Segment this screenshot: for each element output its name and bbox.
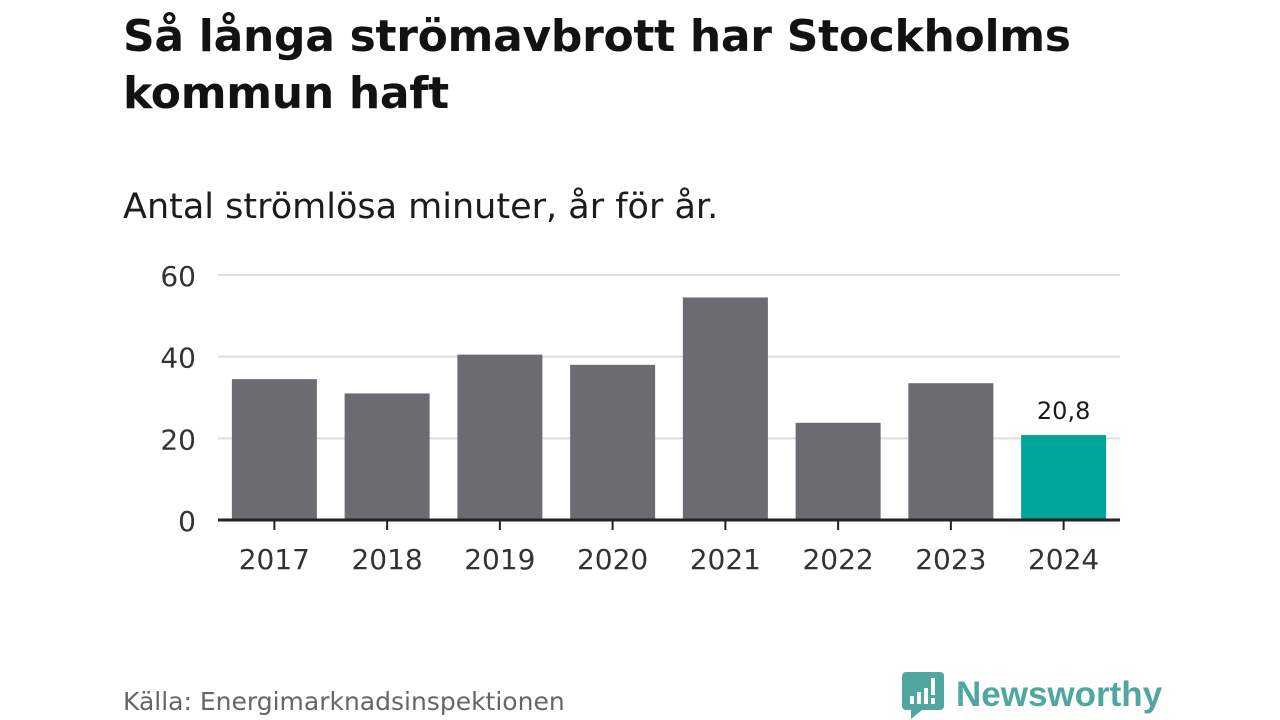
bar-2021 (682, 297, 768, 520)
x-tick-label: 2023 (915, 543, 986, 576)
x-tick-label: 2019 (464, 543, 535, 576)
data-label: 20,8 (1037, 397, 1090, 425)
bar-2018 (344, 393, 430, 520)
x-tick-label: 2021 (690, 543, 761, 576)
bar-2023 (908, 383, 994, 520)
bar-2022 (795, 422, 881, 520)
x-tick-label: 2018 (351, 543, 422, 576)
x-tick-label: 2017 (239, 543, 310, 576)
x-tick-label: 2020 (577, 543, 648, 576)
brand-name: Newsworthy (956, 675, 1163, 714)
bar-2019 (457, 354, 543, 520)
x-tick-label: 2024 (1028, 543, 1099, 576)
bar-2017 (231, 379, 317, 520)
y-tick-label: 20 (160, 423, 196, 456)
y-tick-label: 0 (178, 505, 196, 538)
x-tick-label: 2022 (802, 543, 873, 576)
bar-2024 (1021, 435, 1107, 520)
source-note: Källa: Energimarknadsinspektionen (123, 687, 565, 716)
newsworthy-logo: Newsworthy (902, 670, 1162, 720)
newsworthy-logo-icon (902, 672, 944, 719)
y-tick-label: 40 (160, 342, 196, 375)
bar-2020 (570, 364, 656, 520)
chart-title: Så långa strömavbrott har Stockholms kom… (123, 11, 1071, 119)
chart-subtitle: Antal strömlösa minuter, år för år. (123, 187, 719, 227)
y-tick-label: 60 (160, 260, 196, 293)
